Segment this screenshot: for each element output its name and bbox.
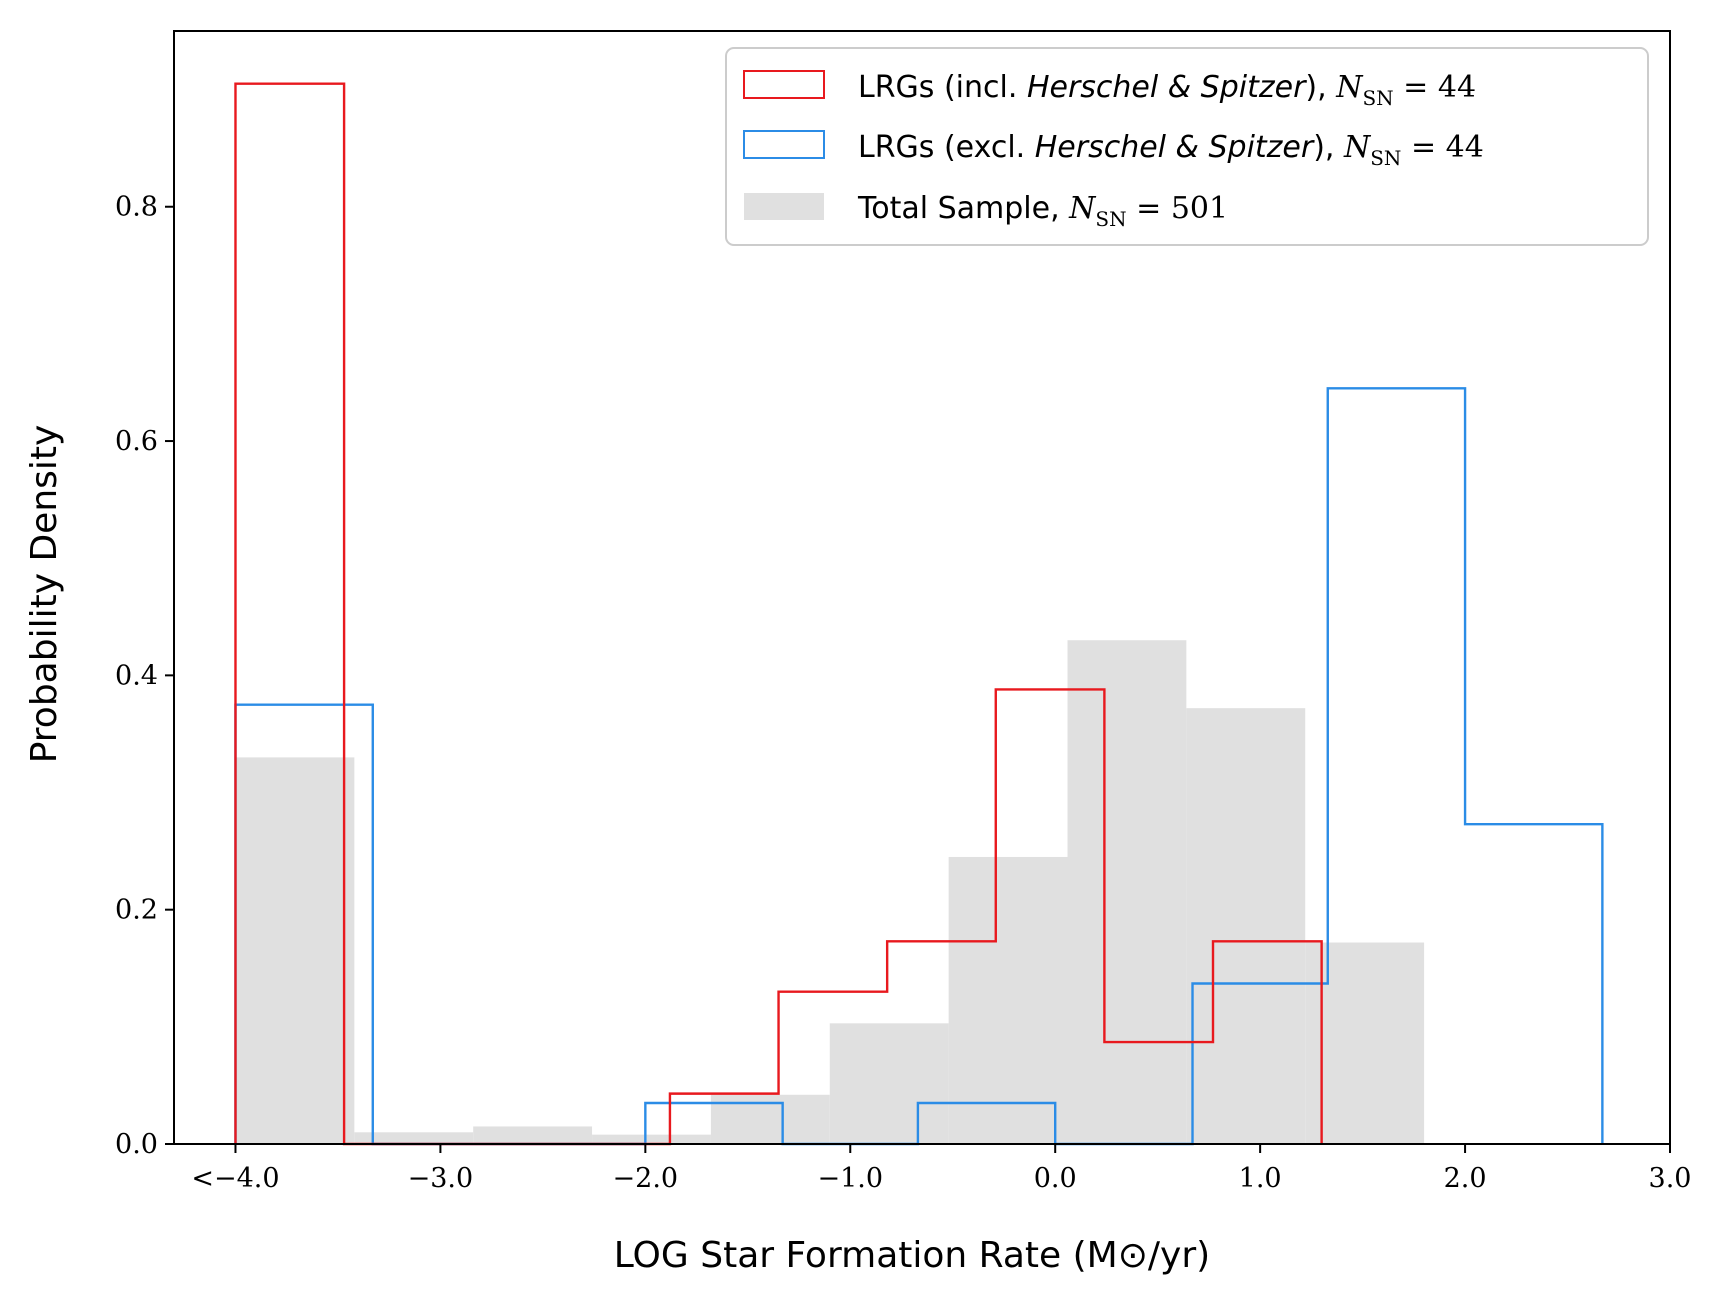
x-tick-label: 0.0 — [1034, 1163, 1077, 1194]
y-axis-ticks: 0.0 0.2 0.4 0.6 0.8 — [115, 192, 174, 1160]
y-axis-label: Probability Density — [24, 425, 65, 764]
x-tick-label: 3.0 — [1649, 1163, 1692, 1194]
total-sample-bar — [473, 1126, 593, 1144]
y-tick-label: 0.6 — [115, 426, 158, 457]
x-tick-label: 2.0 — [1444, 1163, 1487, 1194]
legend: LRGs (incl. Herschel & Spitzer), NSN = 4… — [725, 47, 1649, 246]
total-sample-bar — [235, 757, 355, 1144]
total-sample-bar — [948, 856, 1068, 1144]
legend-swatch-lrg-excl — [743, 130, 825, 159]
total-sample-bar — [1305, 942, 1425, 1144]
total-sample-bar — [354, 1132, 474, 1144]
legend-label-lrg-excl: LRGs (excl. Herschel & Spitzer), NSN = 4… — [858, 130, 1484, 170]
legend-label-lrg-incl: LRGs (incl. Herschel & Spitzer), NSN = 4… — [858, 70, 1476, 110]
legend-box — [725, 47, 1649, 246]
legend-label-total: Total Sample, NSN = 501 — [857, 191, 1228, 231]
y-tick-label: 0.4 — [115, 660, 158, 691]
total-sample-bar — [1186, 708, 1306, 1144]
x-tick-label: −2.0 — [613, 1163, 679, 1194]
legend-swatch-lrg-incl — [743, 70, 825, 99]
total-sample-bar — [829, 1023, 949, 1144]
legend-swatch-total — [744, 193, 824, 220]
total-sample-bar — [592, 1134, 711, 1144]
lrg_incl-step-line — [234, 82, 1323, 1146]
total-sample-bar — [1067, 640, 1187, 1144]
x-axis-label: LOG Star Formation Rate (M⊙/yr) — [614, 1235, 1210, 1276]
x-tick-label: <−4.0 — [191, 1163, 279, 1194]
y-tick-label: 0.2 — [115, 895, 158, 926]
x-axis-ticks: <−4.0 −3.0 −2.0 −1.0 0.0 1.0 2.0 3.0 — [191, 1144, 1691, 1194]
y-tick-label: 0.0 — [115, 1129, 158, 1160]
y-tick-label: 0.8 — [115, 192, 158, 223]
x-tick-label: −3.0 — [408, 1163, 474, 1194]
total-sample-bars — [235, 640, 1425, 1144]
x-tick-label: −1.0 — [817, 1163, 883, 1194]
x-tick-label: 1.0 — [1239, 1163, 1282, 1194]
axes-frame — [173, 30, 1671, 1145]
